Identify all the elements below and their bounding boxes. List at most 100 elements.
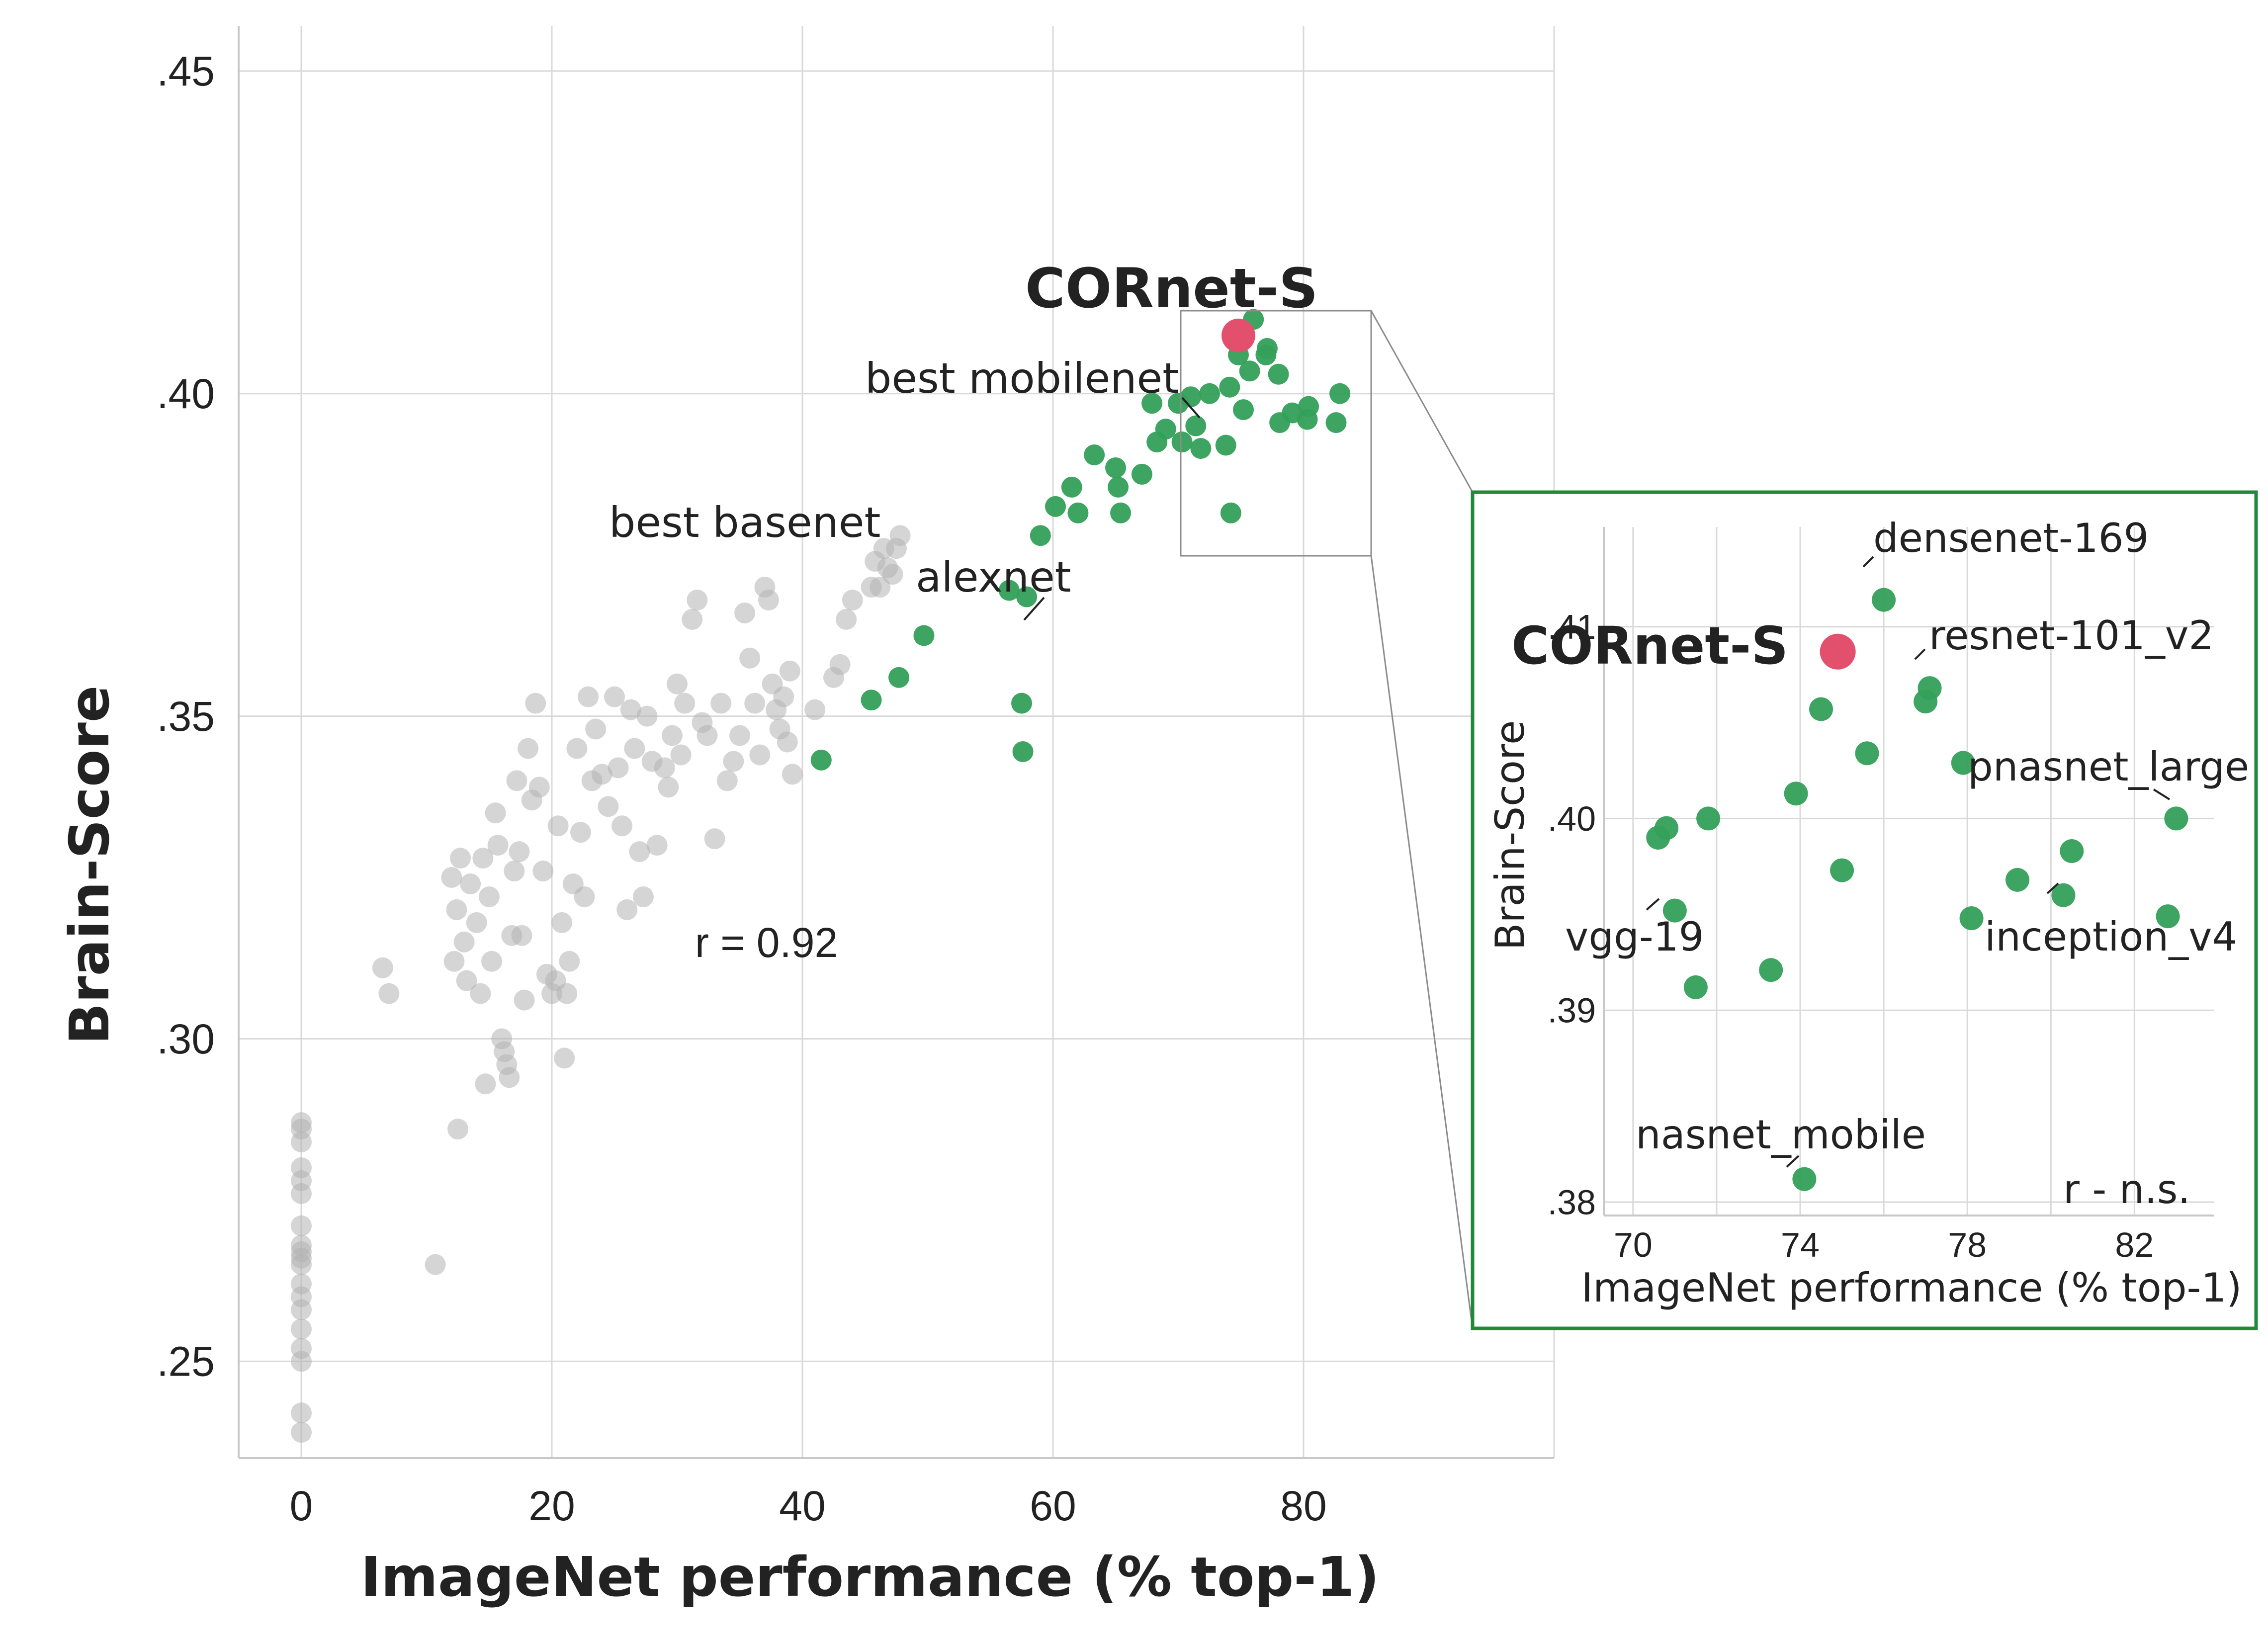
basenet-point	[804, 699, 826, 720]
cornet-s-point	[1221, 318, 1255, 352]
model-point	[1067, 502, 1089, 523]
basenet-point	[443, 951, 465, 972]
basenet-point	[654, 757, 675, 779]
inset-y-tick-label: .41	[1548, 608, 1596, 646]
main-x-axis-title: ImageNet performance (% top-1)	[360, 1545, 1379, 1609]
inset-model-point	[1959, 906, 1984, 931]
basenet-point	[777, 731, 798, 753]
basenet-point	[744, 693, 766, 714]
basenet-point	[511, 925, 532, 946]
main-x-tick-label: 40	[779, 1482, 825, 1529]
basenet-point	[604, 686, 625, 707]
annotation-vgg-19: vgg-19	[1565, 914, 1704, 960]
inset-model-point	[2060, 839, 2084, 863]
model-point	[1233, 399, 1254, 421]
zoom-connector-top	[1370, 310, 1474, 493]
model-point	[888, 667, 910, 688]
inset-model-point	[1809, 697, 1833, 721]
basenet-point	[773, 686, 794, 707]
basenet-point	[716, 770, 738, 791]
model-point	[1108, 476, 1129, 498]
main-y-tick-label: .35	[157, 693, 215, 740]
model-point	[1268, 363, 1289, 385]
basenet-point	[779, 660, 800, 682]
basenet-point	[646, 835, 668, 856]
annotation-inception-v4: inception_v4	[1985, 914, 2237, 960]
basenet-point	[611, 815, 633, 837]
basenet-point	[554, 1047, 575, 1069]
inset-correlation-label: r - n.s.	[2063, 1166, 2190, 1213]
model-point	[810, 749, 832, 771]
main-data-points	[291, 309, 1351, 1443]
basenet-point	[453, 931, 475, 953]
leader-densenet-169	[1862, 556, 1874, 568]
inset-gridlines	[1604, 527, 2214, 1216]
basenet-point	[551, 912, 573, 933]
basenet-point	[456, 970, 477, 991]
inset-model-point	[1655, 816, 1679, 840]
basenet-point	[704, 828, 725, 850]
zoom-connector-bottom	[1370, 555, 1474, 1329]
basenet-point	[636, 705, 658, 727]
inset-y-tick-label: .40	[1548, 799, 1596, 838]
basenet-point	[658, 777, 679, 798]
inset-x-axis-title: ImageNet performance (% top-1)	[1581, 1265, 2242, 1311]
basenet-point	[829, 654, 851, 675]
inset-x-tick-label: 70	[1614, 1225, 1653, 1264]
basenet-point	[291, 1234, 312, 1256]
basenet-point	[556, 983, 578, 1004]
inset-x-tick-label: 74	[1781, 1225, 1820, 1264]
basenet-point	[378, 983, 400, 1004]
basenet-point	[514, 989, 535, 1011]
model-point	[913, 625, 935, 646]
annotation-cornet-s: CORnet-S	[1025, 257, 1318, 320]
model-point	[1061, 476, 1082, 498]
inset-model-point	[1759, 958, 1783, 982]
basenet-point	[372, 957, 393, 978]
main-y-tick-label: .45	[157, 48, 215, 94]
annotation-best-basenet: best basenet	[609, 498, 881, 547]
inset-y-axis-title: Brain-Score	[1487, 720, 1533, 951]
main-x-tick-label: 20	[528, 1482, 575, 1529]
basenet-point	[570, 822, 591, 843]
main-y-tick-label: .25	[157, 1338, 215, 1385]
basenet-point	[532, 861, 554, 882]
inset-model-point	[1696, 806, 1721, 831]
basenet-point	[661, 725, 683, 746]
basenet-point	[547, 815, 569, 837]
inset-cornet-s-point	[1820, 633, 1856, 670]
leader-nasnet-mobile	[1786, 1155, 1800, 1168]
leader-inception-v4	[2046, 882, 2059, 894]
basenet-point	[291, 1112, 312, 1133]
model-point	[1190, 438, 1212, 459]
basenet-point	[446, 899, 467, 920]
basenet-point	[506, 770, 527, 791]
inset-model-point	[1830, 858, 1854, 882]
basenet-point	[598, 796, 619, 817]
annotation-alexnet: alexnet	[916, 553, 1071, 602]
inset-model-point	[1872, 588, 1896, 612]
inset-x-tick-label: 82	[2115, 1225, 2154, 1264]
main-y-tick-label: .40	[157, 370, 215, 417]
basenet-point	[632, 886, 654, 907]
basenet-point	[518, 738, 539, 759]
inset-model-point	[2164, 806, 2188, 831]
annotation-inset-cornet-s: CORnet-S	[1511, 615, 1788, 676]
basenet-point	[682, 609, 703, 630]
basenet-point	[608, 757, 629, 779]
inset-y-tick-label: .39	[1548, 991, 1596, 1030]
basenet-point	[481, 951, 503, 972]
model-point	[1012, 741, 1034, 762]
basenet-point	[616, 899, 638, 920]
model-point	[1215, 435, 1236, 456]
basenet-point	[450, 848, 471, 869]
annotation-densenet-169: densenet-169	[1873, 515, 2149, 561]
basenet-point	[578, 686, 599, 707]
basenet-point	[291, 1338, 312, 1359]
basenet-point	[620, 699, 641, 720]
model-point	[1185, 415, 1207, 436]
basenet-point	[466, 912, 487, 933]
model-point	[1110, 502, 1132, 523]
model-point	[1256, 338, 1278, 359]
basenet-point	[889, 525, 911, 546]
